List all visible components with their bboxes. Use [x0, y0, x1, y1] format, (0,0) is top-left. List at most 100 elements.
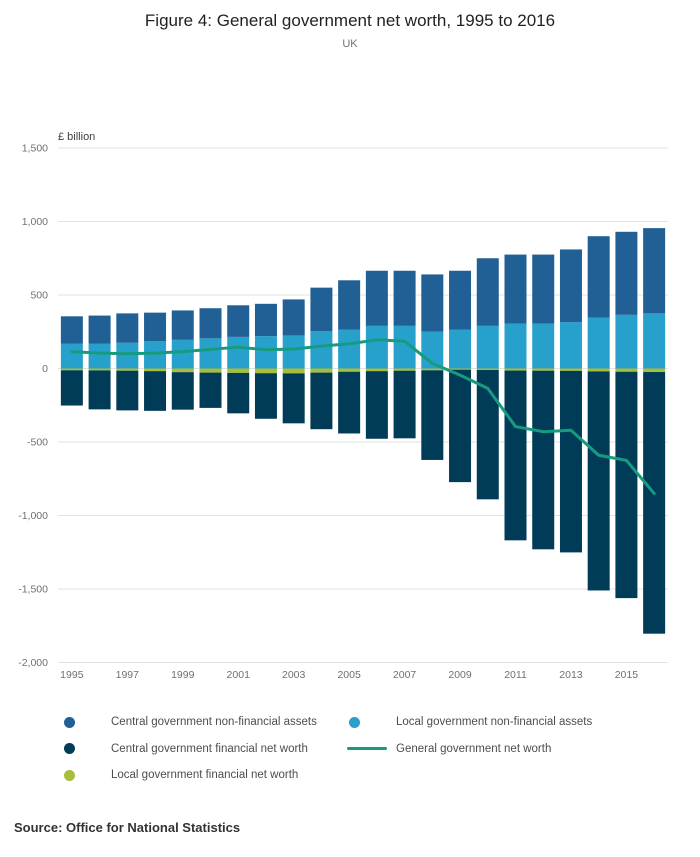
- bar-segment-local-government-financial-net-worth: [504, 368, 527, 371]
- bar-segment-local-government-financial-net-worth: [199, 368, 222, 373]
- bar-segment-central-government-non-financial-assets: [338, 280, 361, 330]
- x-tick-label: 1999: [171, 669, 195, 681]
- bar-segment-local-government-financial-net-worth: [393, 368, 416, 371]
- bar-segment-local-government-non-financial-assets: [144, 341, 167, 369]
- bar-segment-central-government-non-financial-assets: [615, 231, 638, 315]
- y-tick-label: 500: [30, 290, 48, 302]
- legend-dot-icon: [62, 716, 102, 728]
- bar-segment-local-government-financial-net-worth: [449, 368, 472, 370]
- bar-segment-central-government-non-financial-assets: [587, 236, 610, 318]
- y-tick-label: 1,500: [22, 143, 48, 155]
- x-tick-label: 2003: [282, 669, 306, 681]
- y-axis-unit-label: £ billion: [58, 131, 95, 143]
- chart-subtitle: UK: [342, 38, 358, 50]
- x-tick-label: 1995: [60, 669, 84, 681]
- bar-segment-local-government-financial-net-worth: [60, 368, 83, 371]
- bar-segment-central-government-financial-net-worth: [116, 370, 139, 411]
- bar-segment-local-government-non-financial-assets: [504, 323, 527, 369]
- legend-label: Local government non-financial assets: [396, 716, 593, 728]
- bar-segment-central-government-financial-net-worth: [476, 369, 499, 500]
- bar-segment-central-government-financial-net-worth: [643, 372, 666, 634]
- bar-segment-central-government-financial-net-worth: [449, 369, 472, 483]
- bar-segment-central-government-non-financial-assets: [171, 310, 194, 340]
- bar-segment-central-government-financial-net-worth: [587, 371, 610, 591]
- bar-segment-central-government-non-financial-assets: [88, 315, 111, 344]
- bar-segment-local-government-non-financial-assets: [310, 331, 333, 369]
- bar-segment-local-government-financial-net-worth: [171, 368, 194, 373]
- bar-segment-central-government-non-financial-assets: [144, 312, 167, 342]
- x-tick-label: 2015: [615, 669, 639, 681]
- bar-segment-local-government-financial-net-worth: [338, 368, 361, 372]
- chart-legend: Central government non-financial assets …: [62, 716, 672, 782]
- bar-segment-central-government-non-financial-assets: [60, 316, 83, 344]
- bar-segment-central-government-non-financial-assets: [116, 313, 139, 343]
- bar-segment-local-government-financial-net-worth: [476, 368, 499, 370]
- bar-segment-local-government-non-financial-assets: [338, 329, 361, 369]
- bar-segment-central-government-financial-net-worth: [393, 370, 416, 439]
- bar-segment-local-government-non-financial-assets: [393, 325, 416, 369]
- bar-segment-local-government-non-financial-assets: [116, 342, 139, 369]
- bar-segment-central-government-non-financial-assets: [365, 270, 388, 326]
- legend-item-local-gov-non-financial-assets: Local government non-financial assets: [347, 716, 672, 729]
- y-tick-label: -2,000: [18, 657, 48, 669]
- bar-segment-central-government-non-financial-assets: [532, 254, 555, 324]
- x-tick-label: 1997: [116, 669, 140, 681]
- legend-dot-icon: [347, 716, 387, 728]
- legend-item-central-gov-financial-net-worth: Central government financial net worth: [62, 743, 347, 756]
- bar-segment-local-government-non-financial-assets: [532, 323, 555, 369]
- legend-item-local-gov-financial-net-worth: Local government financial net worth: [62, 769, 347, 782]
- bar-segment-local-government-financial-net-worth: [587, 368, 610, 372]
- bar-segment-central-government-non-financial-assets: [282, 299, 305, 336]
- chart-canvas: 1,500 1,000 500 0 -500 -1,000 -1,500 -2,000 £ bi…: [18, 131, 668, 681]
- bar-segment-local-government-financial-net-worth: [88, 368, 111, 371]
- bar-segment-local-government-non-financial-assets: [171, 339, 194, 369]
- bar-segment-central-government-financial-net-worth: [144, 371, 167, 411]
- bar-segment-local-government-non-financial-assets: [88, 343, 111, 369]
- line-general-government-net-worth: [70, 338, 656, 495]
- chart-title: Figure 4: General government net worth, …: [144, 11, 556, 30]
- legend-item-central-gov-non-financial-assets: Central government non-financial assets: [62, 716, 347, 729]
- bar-segment-central-government-non-financial-assets: [227, 305, 250, 337]
- bar-segment-central-government-financial-net-worth: [171, 372, 194, 410]
- bar-segment-local-government-financial-net-worth: [144, 368, 167, 372]
- legend-dot-icon: [62, 743, 102, 755]
- bar-segment-local-government-financial-net-worth: [532, 368, 555, 371]
- bar-segment-central-government-non-financial-assets: [449, 270, 472, 330]
- bar-segment-central-government-non-financial-assets: [643, 228, 666, 314]
- x-tick-label: 2011: [504, 669, 527, 681]
- source-note: Source: Office for National Statistics: [14, 820, 241, 835]
- legend-dot-icon: [62, 770, 102, 782]
- legend-label: Local government financial net worth: [111, 769, 299, 782]
- x-tick-label: 2013: [559, 669, 583, 681]
- bar-segment-central-government-non-financial-assets: [504, 254, 527, 324]
- bar-segment-central-government-financial-net-worth: [282, 373, 305, 424]
- bar-segment-local-government-financial-net-worth: [559, 368, 582, 371]
- legend-line-icon: [347, 747, 387, 751]
- bar-segment-central-government-financial-net-worth: [88, 370, 111, 410]
- bar-segment-local-government-financial-net-worth: [365, 368, 388, 372]
- bar-segment-local-government-non-financial-assets: [254, 336, 277, 369]
- bar-segment-central-government-non-financial-assets: [421, 274, 444, 332]
- bar-segment-local-government-non-financial-assets: [449, 329, 472, 369]
- bar-segment-local-government-financial-net-worth: [254, 368, 277, 374]
- bar-segment-central-government-financial-net-worth: [504, 370, 527, 541]
- bar-segment-local-government-non-financial-assets: [587, 317, 610, 369]
- bar-segment-central-government-financial-net-worth: [615, 371, 638, 599]
- bar-segment-central-government-financial-net-worth: [338, 371, 361, 434]
- x-tick-label: 2007: [393, 669, 417, 681]
- bar-segment-local-government-non-financial-assets: [60, 343, 83, 369]
- legend-label: Central government financial net worth: [111, 742, 308, 755]
- bar-segment-central-government-financial-net-worth: [199, 372, 222, 408]
- bar-segment-local-government-financial-net-worth: [116, 368, 139, 371]
- legend-label: General government net worth: [396, 742, 552, 755]
- bar-segment-central-government-non-financial-assets: [254, 303, 277, 337]
- y-tick-label: -1,000: [18, 510, 48, 522]
- bar-segment-local-government-financial-net-worth: [421, 368, 444, 371]
- bar-segment-central-government-non-financial-assets: [559, 249, 582, 323]
- bar-segment-local-government-financial-net-worth: [227, 368, 250, 373]
- legend-label: Central government non-financial assets: [111, 716, 317, 728]
- bar-segment-central-government-financial-net-worth: [421, 370, 444, 460]
- x-tick-label: 2009: [448, 669, 472, 681]
- x-tick-label: 2001: [227, 669, 251, 681]
